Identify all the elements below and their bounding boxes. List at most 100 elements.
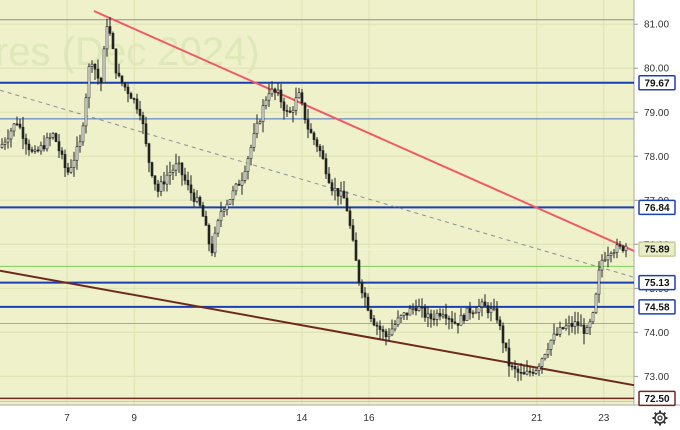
candle-body xyxy=(441,314,445,317)
candle-body xyxy=(570,323,574,327)
candle-body xyxy=(57,141,61,152)
candle-body xyxy=(138,108,142,116)
candle-body xyxy=(24,138,28,145)
price-badge-label: 75.89 xyxy=(644,245,669,256)
price-badge xyxy=(638,299,676,315)
candle-body xyxy=(204,216,208,226)
candle-body xyxy=(378,325,382,330)
candle-body xyxy=(174,163,178,171)
candle-body xyxy=(519,372,523,374)
candle-body xyxy=(420,306,424,309)
candle-body xyxy=(105,26,109,50)
candle-body xyxy=(87,66,91,99)
candle-body xyxy=(513,366,517,370)
candle-body xyxy=(246,158,250,172)
candle-body xyxy=(156,183,160,192)
candle-body xyxy=(360,281,364,294)
price-badge-label: 74.58 xyxy=(644,302,669,313)
candle-body xyxy=(528,370,532,373)
candle-body xyxy=(255,122,259,134)
candle-body xyxy=(207,225,211,245)
candle-body xyxy=(582,324,586,334)
candle-body xyxy=(483,301,487,306)
candle-body xyxy=(63,154,67,169)
plot-area xyxy=(0,0,634,405)
candle-body xyxy=(306,119,310,130)
candle-body xyxy=(147,143,151,163)
candle-body xyxy=(600,259,604,271)
candle-body xyxy=(291,109,295,113)
candle-body xyxy=(372,318,376,326)
candle-body xyxy=(561,327,565,329)
candle-body xyxy=(474,311,478,314)
candle-body xyxy=(126,86,130,94)
candle-body xyxy=(606,255,610,261)
candle-body xyxy=(573,321,577,327)
candle-body xyxy=(453,321,457,324)
candle-body xyxy=(327,173,331,184)
candle-body xyxy=(273,88,277,93)
candle-body xyxy=(216,220,220,234)
candle-body xyxy=(252,133,256,148)
candle-body xyxy=(543,354,547,360)
candle-body xyxy=(393,324,397,330)
candle-body xyxy=(201,205,205,217)
candle-body xyxy=(354,239,358,261)
candle-body xyxy=(153,175,157,185)
candle-body xyxy=(546,349,550,355)
candle-body xyxy=(567,323,571,327)
candle-body xyxy=(339,190,343,197)
candle-body xyxy=(279,89,283,103)
candle-body xyxy=(198,197,202,206)
candle-body xyxy=(195,197,199,202)
candle-body xyxy=(345,197,349,212)
candle-body xyxy=(462,314,466,321)
candle-body xyxy=(6,138,10,143)
candle-body xyxy=(27,143,31,151)
candle-body xyxy=(399,315,403,319)
candle-body xyxy=(330,182,334,192)
candle-body xyxy=(555,333,559,336)
candle-body xyxy=(219,211,223,222)
candle-body xyxy=(315,139,319,147)
candle-body xyxy=(177,162,181,165)
candle-body xyxy=(180,162,184,176)
candle-body xyxy=(51,133,55,138)
candle-body xyxy=(417,306,421,311)
candle-body xyxy=(510,365,514,368)
candle-body xyxy=(165,174,169,185)
trendline-red xyxy=(93,10,635,252)
x-tick-label: 9 xyxy=(131,413,137,424)
candle-body xyxy=(18,123,22,128)
settings-gear-icon[interactable] xyxy=(652,410,668,426)
candle-body xyxy=(102,48,106,83)
candle-body xyxy=(438,312,442,317)
candle-body xyxy=(222,209,226,212)
watermark-text: res (Dec 2024) xyxy=(0,30,260,74)
candle-body xyxy=(42,145,46,150)
candle-body xyxy=(624,245,628,252)
candle-body xyxy=(426,313,430,318)
candle-body xyxy=(90,63,94,67)
candle-body xyxy=(54,133,58,142)
trendline-gray xyxy=(0,89,635,278)
candle-body xyxy=(489,308,493,314)
candle-body xyxy=(603,259,607,262)
candle-body xyxy=(270,88,274,95)
candle-body xyxy=(150,162,154,177)
candle-body xyxy=(60,150,64,155)
candle-body xyxy=(33,149,37,152)
candle-body xyxy=(120,75,124,84)
candle-body xyxy=(237,183,241,186)
candle-body xyxy=(267,93,271,101)
candle-body xyxy=(357,260,361,283)
candle-body xyxy=(129,93,133,99)
candle-body xyxy=(66,167,70,173)
candle-body xyxy=(531,371,535,374)
candle-body xyxy=(312,132,316,140)
candle-body xyxy=(363,292,367,298)
candle-body xyxy=(300,92,304,104)
candle-body xyxy=(348,210,352,226)
candle-body xyxy=(588,321,592,328)
candle-body xyxy=(192,192,196,202)
